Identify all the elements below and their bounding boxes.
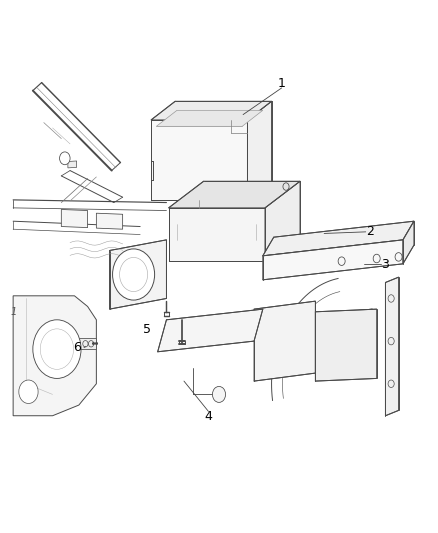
Circle shape bbox=[113, 249, 155, 300]
Polygon shape bbox=[156, 110, 263, 126]
Polygon shape bbox=[61, 209, 88, 228]
Polygon shape bbox=[385, 277, 399, 416]
Circle shape bbox=[60, 152, 70, 165]
Text: 5: 5 bbox=[143, 323, 151, 336]
Polygon shape bbox=[263, 221, 414, 256]
Polygon shape bbox=[169, 181, 300, 208]
Polygon shape bbox=[96, 213, 123, 229]
Polygon shape bbox=[68, 161, 77, 168]
Polygon shape bbox=[13, 296, 96, 416]
Polygon shape bbox=[263, 309, 372, 346]
Text: 2: 2 bbox=[366, 225, 374, 238]
Polygon shape bbox=[151, 120, 247, 200]
Text: 1: 1 bbox=[11, 307, 17, 317]
Polygon shape bbox=[265, 181, 300, 261]
Circle shape bbox=[19, 380, 38, 403]
Polygon shape bbox=[403, 221, 414, 264]
Text: 3: 3 bbox=[381, 258, 389, 271]
Polygon shape bbox=[247, 101, 272, 200]
Polygon shape bbox=[254, 301, 315, 381]
Polygon shape bbox=[151, 101, 272, 120]
Polygon shape bbox=[110, 240, 166, 309]
Circle shape bbox=[212, 386, 226, 402]
Polygon shape bbox=[315, 309, 377, 381]
Polygon shape bbox=[158, 309, 263, 352]
Polygon shape bbox=[263, 240, 403, 280]
Polygon shape bbox=[169, 208, 265, 261]
Text: 4: 4 bbox=[205, 410, 212, 423]
Circle shape bbox=[33, 320, 81, 378]
Polygon shape bbox=[79, 338, 96, 349]
Text: 1: 1 bbox=[278, 77, 286, 90]
Text: 6: 6 bbox=[73, 341, 81, 354]
